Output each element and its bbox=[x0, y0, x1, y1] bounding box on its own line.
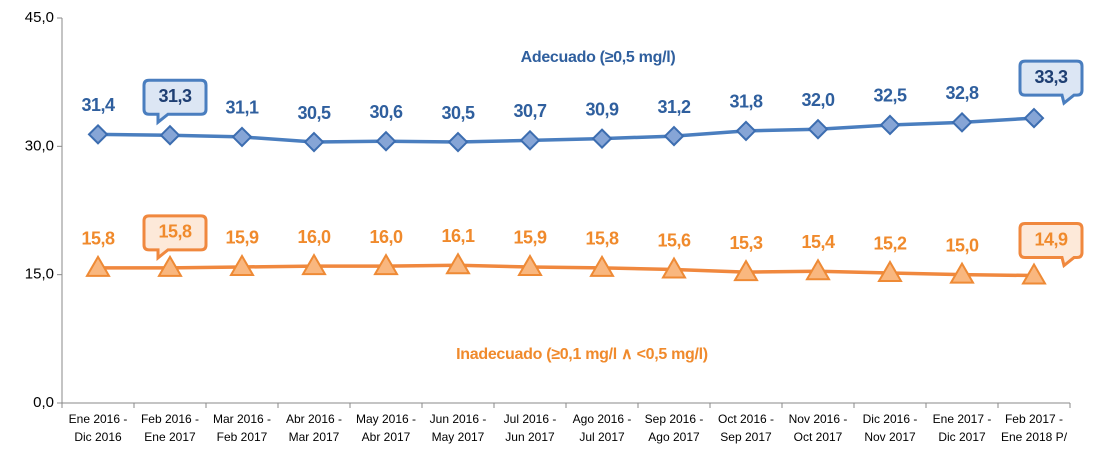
marker bbox=[157, 254, 183, 277]
value-label: 15,9 bbox=[225, 228, 259, 248]
value-label: 16,0 bbox=[297, 227, 331, 247]
marker bbox=[519, 129, 541, 151]
x-tick-label: Ago 2016 - bbox=[573, 412, 632, 426]
series-line bbox=[97, 116, 1035, 144]
x-tick-label: Jun 2016 - bbox=[430, 412, 487, 426]
value-label: 16,1 bbox=[441, 226, 475, 246]
value-label: 30,6 bbox=[369, 102, 403, 122]
y-tick-label: 30,0 bbox=[25, 137, 54, 154]
marker bbox=[591, 128, 613, 150]
value-label: 15,6 bbox=[657, 230, 691, 250]
value-label: 15,8 bbox=[81, 229, 115, 249]
marker bbox=[949, 261, 975, 284]
x-tick-label: Nov 2017 bbox=[864, 430, 916, 444]
marker bbox=[807, 118, 829, 140]
callout bbox=[1018, 222, 1084, 269]
x-tick-label: Jul 2016 - bbox=[504, 412, 557, 426]
value-label: 31,3 bbox=[158, 86, 192, 106]
x-tick-label: May 2017 bbox=[432, 430, 485, 444]
value-label: 31,2 bbox=[657, 97, 691, 117]
marker bbox=[87, 123, 109, 145]
marker bbox=[303, 131, 325, 153]
value-label: 30,5 bbox=[297, 103, 331, 123]
series-name: Inadecuado (≥0,1 mg/l ∧ <0,5 mg/l) bbox=[456, 346, 708, 363]
marker bbox=[85, 254, 111, 277]
x-tick-label: Ene 2018 P/ bbox=[1001, 430, 1068, 444]
value-label: 30,7 bbox=[513, 101, 547, 121]
marker bbox=[805, 258, 831, 281]
value-label: 32,0 bbox=[801, 90, 835, 110]
value-label: 15,4 bbox=[801, 232, 835, 252]
x-tick-label: Mar 2016 - bbox=[213, 412, 271, 426]
marker bbox=[517, 253, 543, 276]
marker bbox=[301, 253, 327, 276]
callout bbox=[142, 78, 208, 126]
value-label: 15,2 bbox=[873, 234, 907, 254]
x-tick-label: Mar 2017 bbox=[289, 430, 340, 444]
value-label: 30,5 bbox=[441, 103, 475, 123]
series-name: Adecuado (≥0,5 mg/l) bbox=[521, 49, 676, 66]
value-label: 15,3 bbox=[729, 233, 763, 253]
marker bbox=[661, 256, 687, 279]
x-tick-label: Jun 2017 bbox=[505, 430, 555, 444]
x-tick-label: Ene 2016 - bbox=[69, 412, 128, 426]
value-label: 31,4 bbox=[81, 95, 115, 115]
x-tick-label: Dic 2016 bbox=[74, 430, 122, 444]
value-label: 15,8 bbox=[585, 229, 619, 249]
x-tick-label: Ene 2017 bbox=[144, 430, 196, 444]
value-label: 14,9 bbox=[1034, 229, 1068, 249]
value-label: 16,0 bbox=[369, 227, 403, 247]
value-label: 32,5 bbox=[873, 86, 907, 106]
y-tick-label: 45,0 bbox=[25, 9, 54, 26]
x-tick-label: Dic 2016 - bbox=[863, 412, 918, 426]
value-label: 31,8 bbox=[729, 92, 763, 112]
series-line bbox=[98, 263, 1035, 278]
x-tick-label: Nov 2016 - bbox=[789, 412, 848, 426]
marker bbox=[375, 130, 397, 152]
marker bbox=[445, 252, 471, 275]
marker bbox=[877, 259, 903, 282]
x-tick-label: Feb 2016 - bbox=[141, 412, 199, 426]
x-tick-label: May 2016 - bbox=[356, 412, 416, 426]
x-tick-label: Abr 2016 - bbox=[286, 412, 342, 426]
callout bbox=[1018, 59, 1084, 106]
marker bbox=[951, 111, 973, 133]
value-label: 15,9 bbox=[513, 228, 547, 248]
x-tick-label: Abr 2017 bbox=[362, 430, 411, 444]
x-tick-label: Feb 2017 - bbox=[1005, 412, 1063, 426]
marker bbox=[229, 253, 255, 276]
marker bbox=[1021, 262, 1047, 285]
y-tick-label: 15,0 bbox=[25, 266, 54, 283]
callout bbox=[142, 214, 208, 261]
x-tick-label: Ene 2017 - bbox=[933, 412, 992, 426]
y-tick-label: 0,0 bbox=[33, 394, 54, 411]
marker bbox=[447, 131, 469, 153]
x-tick-label: Jul 2017 bbox=[579, 430, 625, 444]
x-tick-label: Oct 2016 - bbox=[718, 412, 774, 426]
x-tick-label: Ago 2017 bbox=[648, 430, 700, 444]
x-tick-label: Feb 2017 bbox=[217, 430, 268, 444]
marker bbox=[159, 124, 181, 146]
value-label: 31,1 bbox=[225, 98, 259, 118]
marker bbox=[879, 114, 901, 136]
marker bbox=[231, 126, 253, 148]
x-tick-label: Sep 2017 bbox=[720, 430, 772, 444]
marker bbox=[373, 253, 399, 276]
value-label: 30,9 bbox=[585, 99, 619, 119]
marker bbox=[1023, 107, 1045, 129]
value-label: 15,0 bbox=[945, 235, 979, 255]
x-tick-label: Oct 2017 bbox=[794, 430, 843, 444]
value-label: 33,3 bbox=[1034, 67, 1068, 87]
value-label: 32,8 bbox=[945, 83, 979, 103]
marker bbox=[589, 254, 615, 277]
x-tick-label: Sep 2016 - bbox=[645, 412, 704, 426]
marker bbox=[733, 259, 759, 282]
marker bbox=[735, 120, 757, 142]
marker bbox=[663, 125, 685, 147]
value-label: 15,8 bbox=[158, 222, 192, 242]
x-tick-label: Dic 2017 bbox=[938, 430, 986, 444]
